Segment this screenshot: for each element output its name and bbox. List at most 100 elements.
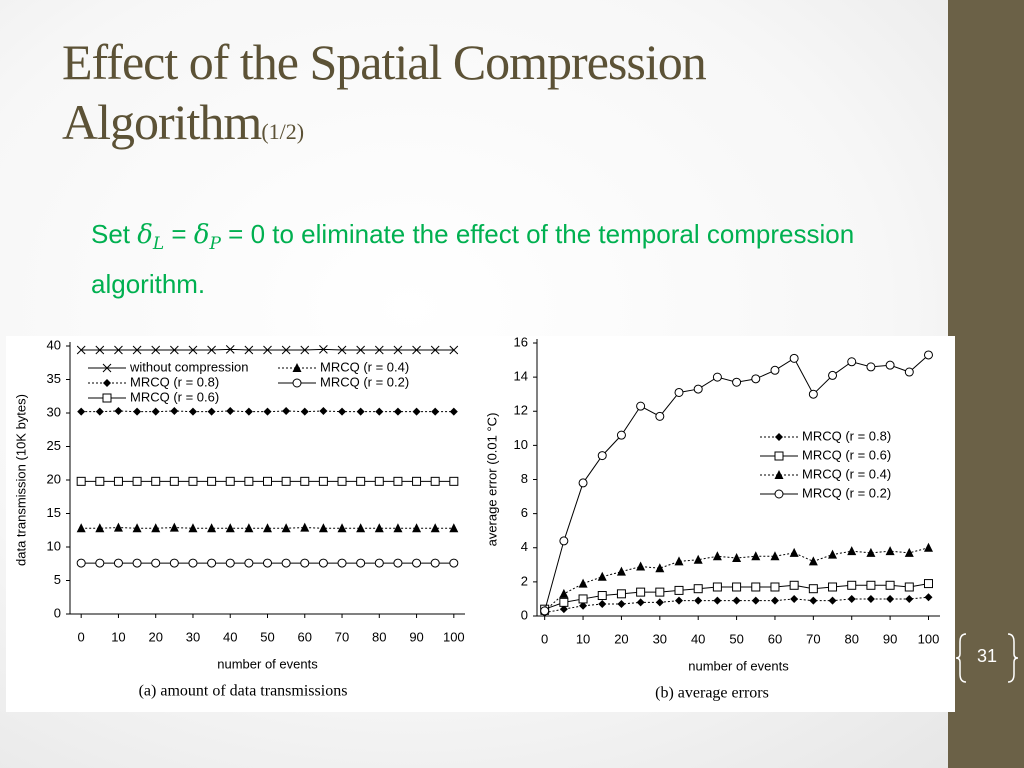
marker — [300, 522, 310, 532]
marker — [412, 476, 422, 486]
marker — [598, 600, 607, 609]
marker — [319, 406, 328, 415]
marker — [597, 591, 607, 601]
marker — [578, 478, 588, 488]
marker — [579, 601, 588, 610]
marker — [151, 476, 161, 486]
marker — [636, 598, 645, 607]
x-tick-label: 40 — [691, 631, 705, 646]
marker — [412, 407, 421, 416]
y-tick-label: 40 — [47, 337, 61, 352]
marker — [318, 558, 328, 568]
y-tick-label: 5 — [54, 572, 61, 587]
marker — [449, 476, 459, 486]
marker — [751, 582, 761, 592]
symbol: δL — [137, 220, 164, 254]
marker — [712, 582, 722, 592]
marker — [770, 365, 780, 375]
marker — [263, 523, 272, 533]
marker — [281, 558, 291, 568]
x-tick-label: 70 — [335, 629, 349, 644]
marker — [412, 345, 421, 355]
legend-label: MRCQ (r = 0.6) — [130, 389, 219, 404]
marker — [808, 556, 818, 566]
slide-title: Effect of the Spatial Compression Algori… — [62, 32, 862, 162]
symbol-base: δ — [137, 220, 153, 250]
marker — [905, 594, 914, 603]
x-tick-label: 60 — [298, 629, 312, 644]
marker — [113, 558, 123, 568]
marker — [770, 596, 779, 605]
marker — [540, 606, 550, 616]
marker — [113, 476, 123, 486]
marker — [616, 566, 626, 576]
marker — [282, 406, 291, 415]
y-axis-label: data transmission (10K bytes) — [13, 394, 28, 566]
y-tick-label: 12 — [514, 403, 528, 418]
marker — [113, 522, 123, 532]
marker — [430, 345, 440, 355]
symbol: δP — [194, 220, 221, 254]
marker — [866, 594, 875, 603]
marker — [95, 523, 105, 533]
marker — [790, 594, 799, 603]
marker — [617, 600, 626, 609]
title-text: Effect of the Spatial Compression Algori… — [62, 34, 707, 150]
legend-label: MRCQ (r = 0.8) — [130, 374, 219, 389]
marker — [244, 523, 254, 533]
y-tick-label: 10 — [514, 437, 528, 452]
y-tick-label: 4 — [521, 539, 528, 554]
marker — [636, 587, 646, 597]
legend-label: MRCQ (r = 0.4) — [320, 359, 409, 374]
marker — [393, 476, 403, 486]
marker — [263, 476, 272, 486]
marker — [431, 407, 440, 416]
marker — [828, 370, 838, 380]
body-part: Set — [91, 219, 138, 249]
legend-marker — [102, 363, 112, 373]
marker — [866, 547, 876, 557]
marker — [300, 476, 310, 486]
marker — [76, 523, 86, 533]
marker — [169, 558, 179, 568]
marker — [281, 345, 291, 355]
marker — [188, 476, 198, 486]
marker — [300, 407, 309, 416]
symbol-sub: P — [209, 234, 221, 255]
marker — [207, 523, 217, 533]
legend-label: MRCQ (r = 0.6) — [802, 447, 891, 462]
marker — [885, 360, 895, 370]
marker — [923, 350, 933, 360]
y-tick-label: 2 — [521, 573, 528, 588]
marker — [76, 476, 86, 486]
marker — [732, 582, 742, 592]
legend-label: without compression — [129, 359, 249, 374]
legend-marker — [774, 489, 784, 499]
marker — [751, 374, 761, 384]
marker — [151, 558, 161, 568]
marker — [374, 476, 384, 486]
y-tick-label: 8 — [521, 471, 528, 486]
x-tick-label: 80 — [372, 629, 386, 644]
x-tick-label: 50 — [260, 629, 274, 644]
marker — [732, 552, 742, 562]
x-tick-label: 60 — [768, 631, 782, 646]
marker — [449, 345, 459, 355]
marker — [374, 558, 384, 568]
marker — [356, 407, 365, 416]
marker — [828, 582, 838, 592]
marker — [712, 372, 722, 382]
x-tick-label: 80 — [844, 631, 858, 646]
marker — [338, 407, 347, 416]
legend-label: MRCQ (r = 0.8) — [802, 428, 891, 443]
marker — [188, 345, 198, 355]
marker — [578, 594, 588, 604]
marker — [789, 580, 799, 590]
page-number: 31 — [976, 645, 998, 666]
y-tick-label: 15 — [47, 505, 61, 520]
marker — [449, 558, 459, 568]
x-tick-label: 100 — [918, 631, 940, 646]
